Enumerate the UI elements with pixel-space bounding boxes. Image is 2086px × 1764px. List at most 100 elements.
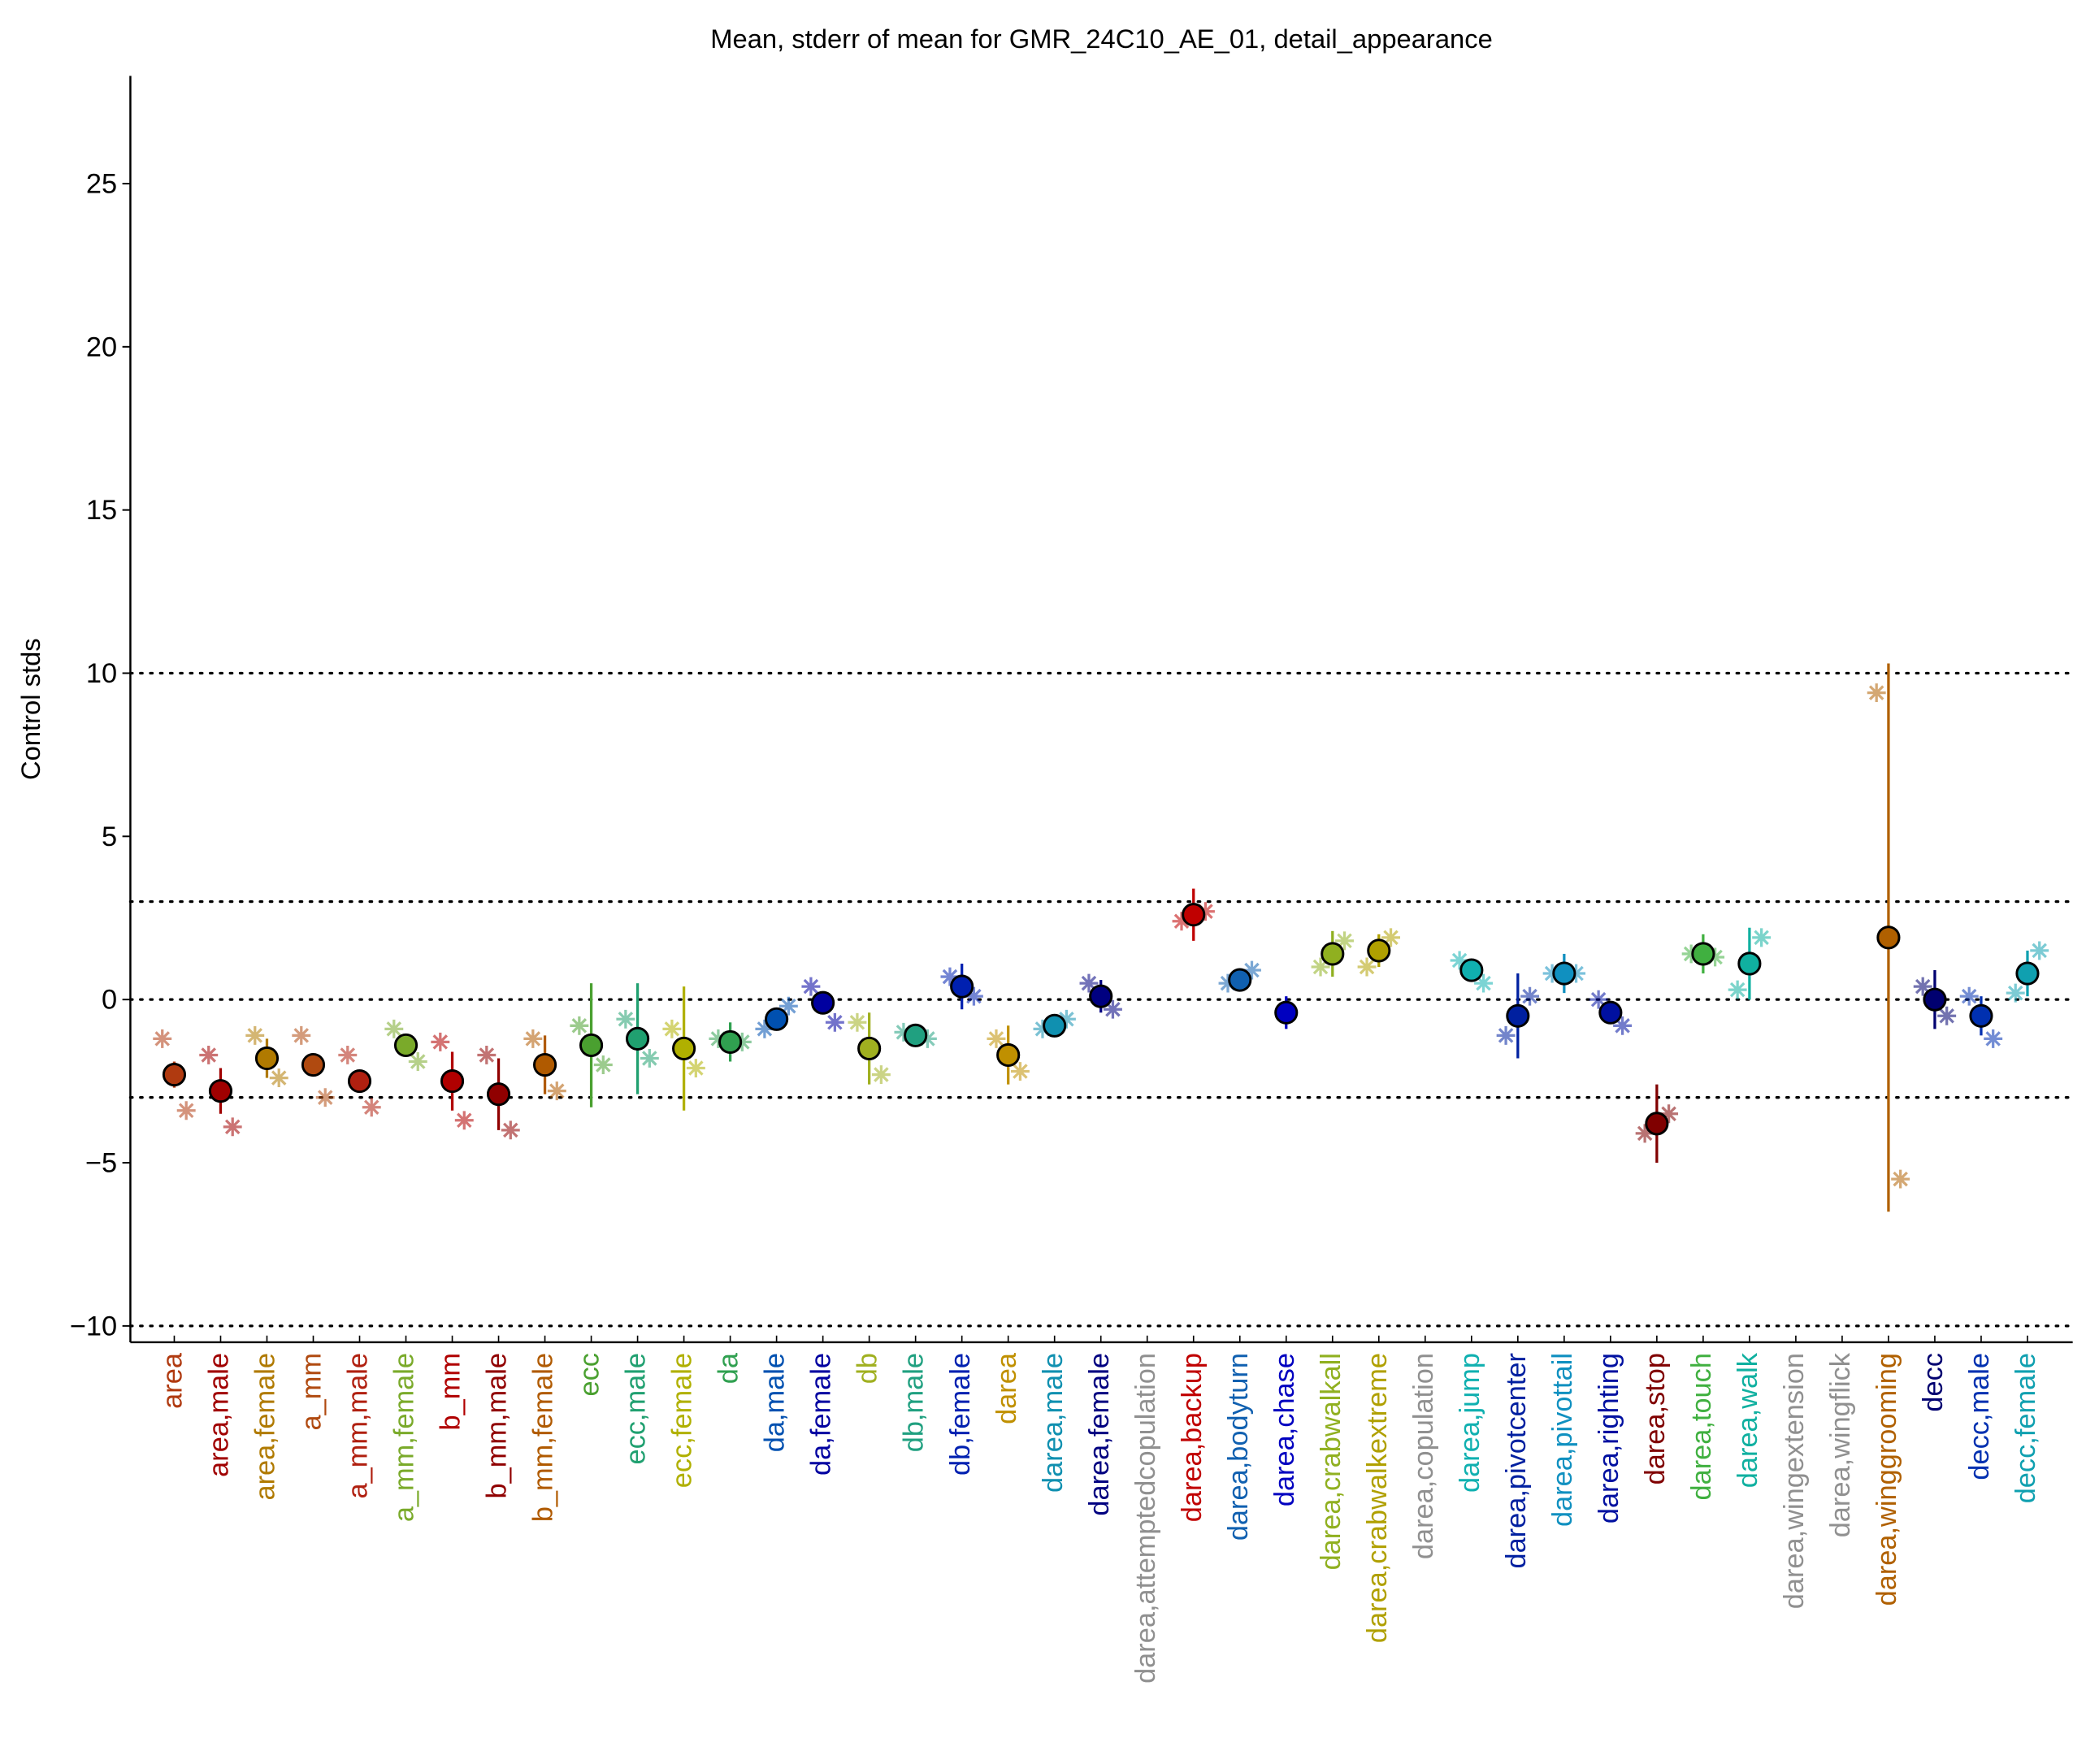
experiment-star: [1959, 986, 1979, 1006]
experiment-star: [1913, 977, 1932, 996]
experiment-star: [199, 1045, 219, 1064]
x-tick-label: area,female: [250, 1353, 281, 1500]
y-axis-label: Control stds: [15, 638, 46, 780]
experiment-star: [732, 1032, 752, 1051]
experiment-star: [269, 1068, 288, 1088]
mean-marker: [1089, 984, 1113, 1008]
x-tick-label: area,male: [204, 1353, 235, 1477]
mean-marker: [1321, 942, 1345, 966]
x-tick-label: ecc: [575, 1353, 605, 1396]
experiment-star: [1496, 1025, 1516, 1045]
experiment-star: [1172, 912, 1191, 931]
mean-marker: [1645, 1112, 1669, 1136]
experiment-star: [1613, 1016, 1633, 1035]
experiment-star: [1567, 964, 1586, 983]
experiment-star: [2006, 983, 2025, 1003]
x-tick-label: ecc,male: [621, 1353, 652, 1465]
experiment-star: [593, 1055, 613, 1074]
experiment-star: [940, 967, 960, 986]
experiment-star: [384, 1019, 404, 1038]
x-tick-label: darea,pivotcenter: [1501, 1353, 1532, 1569]
x-tick-label: darea,backup: [1177, 1353, 1208, 1522]
experiment-star: [1242, 960, 1261, 980]
experiment-star: [1311, 957, 1330, 977]
experiment-star: [686, 1059, 705, 1077]
experiment-star: [1728, 980, 1747, 999]
x-tick-label: darea,attemptedcopulation: [1130, 1353, 1161, 1684]
mean-marker: [1598, 1000, 1623, 1025]
experiment-star: [292, 1025, 311, 1045]
experiment-star: [640, 1049, 659, 1068]
mean-marker: [1552, 961, 1576, 986]
x-tick-label: darea,crabwalkextreme: [1362, 1353, 1393, 1643]
experiment-star: [1984, 1029, 2003, 1048]
chart-title: Mean, stderr of mean for GMR_24C10_AE_01…: [710, 24, 1493, 54]
x-tick-label: darea,male: [1038, 1353, 1069, 1493]
experiment-star: [1381, 928, 1400, 947]
mean-marker: [765, 1007, 789, 1031]
experiment-star: [616, 1009, 635, 1029]
experiment-star: [547, 1081, 566, 1101]
experiment-star: [1542, 964, 1562, 983]
experiment-star: [1474, 973, 1494, 993]
mean-marker: [857, 1036, 882, 1060]
experiment-star: [362, 1098, 381, 1117]
x-tick-label: da: [713, 1352, 744, 1384]
mean-marker: [579, 1033, 604, 1057]
x-tick-label: darea,copulation: [1408, 1353, 1439, 1559]
experiment-star: [917, 1029, 937, 1048]
mean-marker: [1367, 938, 1391, 963]
x-tick-label: decc: [1918, 1353, 1949, 1412]
experiment-star: [1450, 951, 1469, 970]
experiment-star: [431, 1032, 450, 1051]
experiment-star: [477, 1045, 497, 1064]
experiment-star: [338, 1045, 358, 1064]
x-tick-label: da,male: [760, 1353, 791, 1452]
experiment-star: [825, 1012, 844, 1032]
experiment-star: [871, 1065, 891, 1085]
x-tick-label: darea,chase: [1269, 1353, 1300, 1506]
experiment-star: [1196, 902, 1215, 921]
experiment-star: [1891, 1169, 1910, 1189]
experiment-star: [1520, 986, 1540, 1006]
y-tick-label: 25: [86, 168, 117, 199]
y-tick-label: −5: [85, 1147, 117, 1178]
experiment-star: [408, 1052, 427, 1071]
experiment-star: [1218, 973, 1238, 993]
experiment-star: [1867, 683, 1886, 703]
x-tick-label: darea,touch: [1686, 1353, 1717, 1500]
experiment-star: [1681, 944, 1701, 964]
x-tick-label: a_mm: [297, 1353, 327, 1430]
x-tick-label: darea,winggrooming: [1871, 1353, 1902, 1606]
experiment-star: [987, 1029, 1006, 1048]
x-tick-label: a_mm,male: [343, 1353, 374, 1498]
x-tick-label: darea,pivottail: [1547, 1353, 1578, 1527]
experiment-star: [1659, 1104, 1679, 1124]
y-tick-label: 0: [102, 985, 117, 1016]
x-tick-label: ecc,female: [667, 1353, 698, 1488]
experiment-star: [755, 1019, 774, 1038]
mean-marker: [718, 1029, 743, 1054]
experiment-star: [1079, 973, 1099, 993]
experiment-star: [801, 977, 821, 996]
mean-marker: [486, 1082, 511, 1107]
mean-marker: [1876, 925, 1901, 950]
x-tick-label: darea,walk: [1733, 1352, 1763, 1488]
x-tick-label: b_mm,male: [482, 1353, 513, 1498]
mean-marker: [1182, 903, 1206, 927]
experiment-star: [1937, 1006, 1957, 1025]
experiment-star: [1357, 957, 1377, 977]
x-tick-label: decc,female: [2010, 1353, 2041, 1503]
experiment-star: [223, 1117, 242, 1137]
experiment-star: [2030, 941, 2049, 960]
mean-marker: [1691, 942, 1715, 966]
x-tick-label: darea,jump: [1455, 1353, 1485, 1493]
x-tick-label: da,female: [806, 1353, 837, 1476]
mean-marker: [1274, 1000, 1299, 1025]
x-tick-label: b_mm: [436, 1353, 466, 1430]
mean-marker: [440, 1069, 465, 1094]
x-tick-label: darea,wingextension: [1779, 1353, 1810, 1609]
mean-marker: [301, 1052, 326, 1077]
x-tick-label: db,male: [899, 1353, 930, 1452]
experiment-star: [501, 1120, 520, 1140]
